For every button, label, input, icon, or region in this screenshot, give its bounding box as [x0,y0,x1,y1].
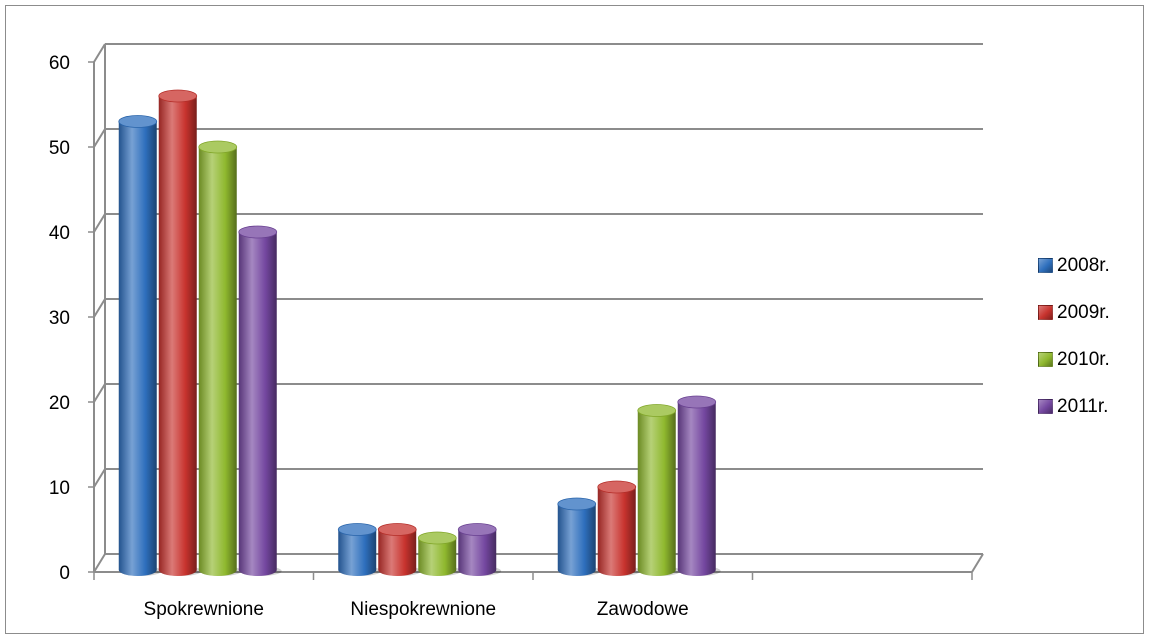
bar [238,225,282,576]
y-tick-label: 40 [49,223,70,244]
gridline-diagonal [93,553,106,573]
bar-cap [597,480,637,494]
bar-body [418,538,457,576]
x-category-label: Zawodowe [597,599,689,620]
bar-body [637,410,676,576]
label-layer: 0 10 20 30 40 50 60 Spokrewnione Niespokrewnione… [49,53,689,620]
chart-frame [5,5,1144,634]
bar-cap [238,225,278,239]
legend-swatch [1038,305,1053,320]
bar-cap [198,140,238,154]
bar-body [198,147,237,576]
bar [417,531,462,576]
y-tick-label: 60 [49,53,70,74]
gridline-diagonal [93,298,106,318]
bar-cap [337,523,377,536]
bar-body [557,504,596,576]
legend-label: 2009r. [1057,301,1110,323]
bar-cap [457,523,497,536]
bar-cap [557,497,597,511]
y-tick-label: 10 [49,478,70,499]
x-category-label: Spokrewnione [144,599,264,620]
bar-cap [417,531,457,545]
legend-item: 2011r. [1038,383,1148,430]
bar-cap [118,115,158,128]
bar-body [238,232,277,576]
bar-body [458,529,497,576]
gridline-diagonal [93,128,106,148]
bar [118,115,162,576]
bar [597,480,641,576]
bar [198,140,242,576]
bar [677,395,721,576]
bar-body [158,96,197,576]
gridline-diagonal [93,213,106,233]
legend-swatch [1038,352,1053,367]
gridline-diagonal [93,468,106,488]
legend-swatch [1038,399,1053,414]
bar-body [338,529,377,576]
legend-label: 2008r. [1057,254,1110,276]
bar-cap [637,404,677,417]
bar-cap [158,89,198,103]
legend-label: 2010r. [1057,348,1110,370]
legend: 2008r. 2009r. 2010r. 2011r. [1038,242,1148,430]
floor-edge [971,553,984,573]
bar [337,523,382,576]
legend-label: 2011r. [1057,395,1109,417]
bar-layer [118,89,721,576]
x-category-label: Niespokrewnione [350,599,496,620]
legend-swatch [1038,258,1053,273]
bar-body [597,487,636,576]
bar-body [677,402,716,576]
bar-body [118,121,157,576]
gridline-diagonal [93,43,106,63]
bar [377,523,422,576]
bar [457,523,502,576]
y-tick-label: 30 [49,308,70,329]
y-tick-label: 0 [59,563,70,584]
bar-body [378,529,417,576]
bar [637,404,681,576]
legend-item: 2009r. [1038,289,1148,336]
legend-item: 2010r. [1038,336,1148,383]
y-tick-label: 20 [49,393,70,414]
bar-cap [677,395,717,409]
y-tick-label: 50 [49,138,70,159]
bar [158,89,202,576]
bar [557,497,601,576]
bar-cap [377,523,417,536]
gridline-diagonal [93,383,106,403]
legend-item: 2008r. [1038,242,1148,289]
